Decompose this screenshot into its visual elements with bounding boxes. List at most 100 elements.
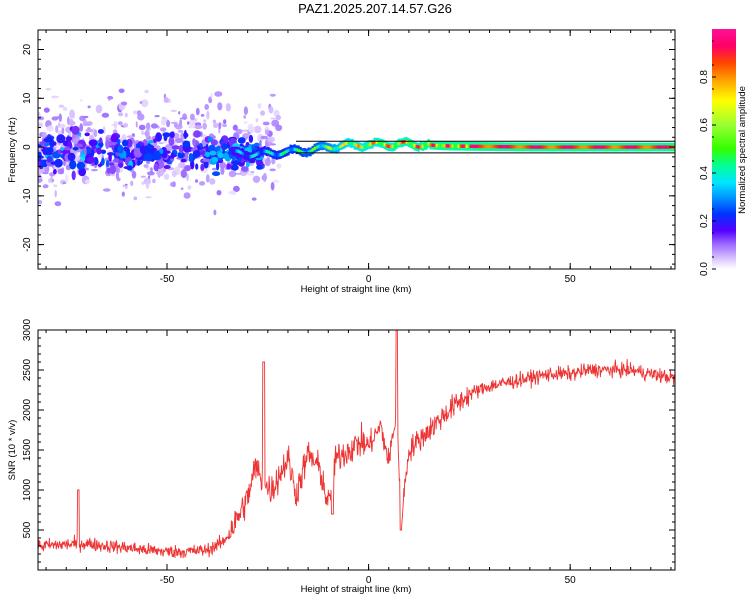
- spectrogram-speckle-blob: [131, 170, 137, 179]
- ridge-core: [553, 145, 556, 149]
- ridge-core: [375, 140, 378, 144]
- spectrogram-core-blob: [211, 156, 219, 163]
- spectrogram-y-axis-label: Frequency (Hz): [7, 117, 18, 182]
- spectrogram-speckle-blob: [95, 104, 103, 114]
- spectrogram-core-blob: [152, 150, 162, 161]
- ridge-core: [381, 142, 384, 146]
- spectrogram-speckle-blob: [123, 122, 129, 128]
- ridge-core: [379, 141, 382, 145]
- spectrogram-core-blob: [245, 142, 250, 146]
- ridge-core: [561, 145, 564, 149]
- ridge-core: [503, 145, 506, 149]
- ridge-core: [321, 144, 324, 148]
- ridge-core: [399, 141, 402, 145]
- ridge-core: [493, 144, 496, 149]
- ridge-core: [335, 146, 338, 151]
- spectrogram-speckle-blob: [260, 135, 269, 140]
- spectrogram-core-blob: [169, 131, 175, 138]
- spectrogram-speckle-blob: [260, 110, 266, 116]
- ridge-core: [505, 145, 508, 149]
- spectrogram-core-blob: [71, 170, 76, 181]
- spectrogram-speckle-blob: [158, 142, 164, 145]
- ridge-core: [327, 146, 330, 150]
- spectrogram-speckle-blob: [275, 124, 283, 131]
- colorbar: 0.0 0.2 0.4 0.6 0.8 Normalized spectral ampl…: [699, 29, 748, 276]
- ridge-core: [297, 148, 300, 153]
- spectrogram-core-blob: [135, 143, 141, 149]
- spectrogram-core-blob: [105, 139, 110, 149]
- spectrogram-core-blob: [97, 163, 103, 167]
- spectrogram-core-blob: [38, 151, 42, 159]
- ridge-core: [339, 144, 342, 149]
- spectrogram-speckle-blob: [206, 110, 210, 120]
- spectrogram-speckle-blob: [203, 119, 207, 123]
- y-tick-label: 3000: [22, 318, 33, 341]
- spectrogram-core-blob: [163, 165, 171, 169]
- spectrogram-core-blob: [251, 144, 256, 149]
- spectrogram-core-blob: [108, 152, 112, 163]
- ridge-core: [309, 149, 312, 153]
- spectrogram-core-blob: [200, 163, 205, 171]
- spectrogram-core-blob: [212, 171, 221, 177]
- spectrogram-speckle-blob: [170, 109, 177, 113]
- y-tick-label: 1500: [22, 438, 33, 461]
- ridge-core: [293, 147, 296, 151]
- ridge-core: [597, 145, 600, 149]
- ridge-core: [275, 153, 278, 157]
- spectrogram-core-blob: [161, 151, 168, 159]
- spectrogram-image: [38, 87, 675, 216]
- ridge-core: [477, 144, 480, 149]
- spectrogram-speckle-blob: [223, 119, 227, 124]
- spectrogram-core-blob: [184, 165, 192, 172]
- ridge-core: [427, 142, 430, 146]
- y-tick-label: 1000: [22, 478, 33, 501]
- ridge-core: [269, 151, 272, 155]
- y-tick-label: -20: [22, 237, 33, 252]
- ridge-core: [465, 144, 468, 148]
- spectrogram-speckle-blob: [235, 128, 243, 135]
- spectrogram-speckle-blob: [232, 124, 238, 131]
- ridge-core: [345, 141, 348, 145]
- ridge-core: [365, 144, 368, 148]
- spectrogram-speckle-blob: [243, 115, 246, 119]
- spectrogram-core-blob: [188, 152, 193, 163]
- colorbar-tick-label: 0.6: [699, 118, 710, 132]
- spectrogram-speckle-blob: [44, 166, 49, 173]
- spectrogram-speckle-blob: [121, 101, 128, 106]
- spectrogram-speckle-blob: [73, 155, 81, 161]
- spectrogram-speckle-blob: [41, 131, 47, 138]
- ridge-core: [431, 143, 434, 147]
- ridge-core: [453, 144, 456, 148]
- spectrogram-speckle-blob: [141, 181, 145, 185]
- ridge-core: [367, 143, 370, 147]
- spectrogram-speckle-blob: [141, 130, 145, 135]
- ridge-core: [647, 145, 650, 149]
- y-tick-label: 20: [22, 44, 33, 56]
- spectrogram-speckle-blob: [178, 111, 181, 115]
- snr-panel: -50 0 50 500 1000 1500 2000 2500 3000 Height of …: [7, 318, 676, 595]
- ridge-core: [351, 141, 354, 146]
- spectrogram-speckle-blob: [63, 160, 66, 167]
- ridge-core: [331, 147, 334, 151]
- spectrogram-core-blob: [67, 152, 76, 162]
- ridge-core: [581, 145, 584, 149]
- spectrogram-speckle-blob: [211, 167, 218, 171]
- spectrogram-speckle-blob: [85, 167, 89, 171]
- spectrogram-speckle-blob: [80, 99, 83, 102]
- ridge-core: [341, 143, 344, 147]
- spectrogram-speckle-blob: [188, 125, 195, 129]
- spectrogram-speckle-blob: [50, 174, 53, 183]
- ridge-core: [497, 145, 500, 149]
- spectrogram-speckle-blob: [242, 129, 249, 132]
- spectrogram-panel: -50 0 50 -20 -10 0 10 20 Height of straight lin…: [7, 29, 676, 295]
- ridge-core: [579, 145, 582, 149]
- ridge-core: [607, 145, 610, 149]
- ridge-core: [481, 144, 484, 149]
- colorbar-label: Normalized spectral amplitude: [737, 86, 748, 214]
- ridge-core: [525, 145, 528, 149]
- spectrogram-speckle-blob: [180, 169, 187, 178]
- spectrogram-speckle-blob: [43, 107, 50, 113]
- spectrogram-axes: -50 0 50 -20 -10 0 10 20: [22, 29, 675, 285]
- spectrogram-core-blob: [54, 158, 63, 168]
- ridge-core: [273, 153, 276, 157]
